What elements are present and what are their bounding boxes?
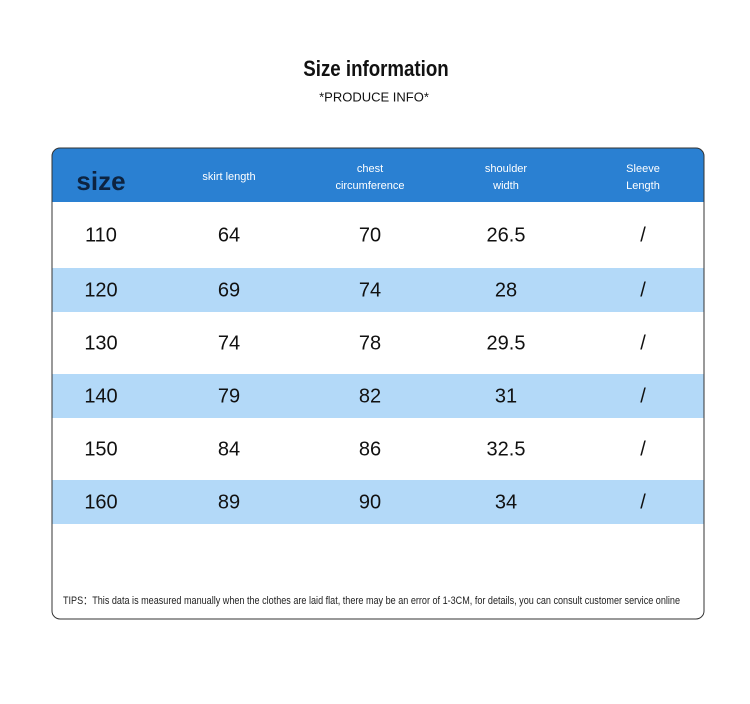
subtitle: *PRODUCE INFO*: [319, 89, 429, 104]
table-cell: 64: [218, 224, 240, 246]
row-band: [52, 480, 704, 524]
row-band: [52, 374, 704, 418]
column-header: Sleeve: [626, 163, 660, 175]
title: Size information: [303, 57, 448, 81]
table-cell: 74: [218, 332, 240, 354]
table-cell: 89: [218, 491, 240, 513]
header-band: [52, 148, 704, 202]
table-cell: 82: [359, 385, 381, 407]
table-cell: 74: [359, 279, 381, 301]
column-header: size: [76, 166, 125, 196]
table-cell: /: [640, 224, 646, 246]
column-header: circumference: [335, 180, 404, 192]
row-band: [52, 312, 704, 374]
table-cell: 70: [359, 224, 381, 246]
table-cell: 160: [84, 491, 117, 513]
table-cell: /: [640, 438, 646, 460]
table-cell: 78: [359, 332, 381, 354]
column-header: chest: [357, 163, 383, 175]
column-header: Length: [626, 180, 660, 192]
table-cell: 34: [495, 491, 517, 513]
row-band: [52, 202, 704, 268]
table-cell: 29.5: [487, 332, 526, 354]
tips: TIPS：This data is measured manually when…: [63, 595, 680, 607]
table-cell: 79: [218, 385, 240, 407]
table-cell: 26.5: [487, 224, 526, 246]
table-cell: 130: [84, 332, 117, 354]
table-cell: 86: [359, 438, 381, 460]
size-table: [52, 148, 704, 524]
table-cell: 110: [85, 224, 117, 246]
table-cell: /: [640, 279, 646, 301]
table-cell: 90: [359, 491, 381, 513]
table-border: [51, 147, 705, 620]
table-cell: 120: [84, 279, 117, 301]
table-cell: 150: [84, 438, 117, 460]
table-cell: 84: [218, 438, 240, 460]
table-cell: 69: [218, 279, 240, 301]
table-cell: 31: [495, 385, 517, 407]
column-header: shoulder: [485, 163, 528, 175]
table-cell: 32.5: [487, 438, 526, 460]
column-header: width: [492, 180, 519, 192]
row-band: [52, 418, 704, 480]
table-cell: 140: [84, 385, 117, 407]
table-cell: /: [640, 332, 646, 354]
table-cell: /: [640, 491, 646, 513]
row-band: [52, 268, 704, 312]
column-header: skirt length: [202, 171, 255, 183]
table-cell: /: [640, 385, 646, 407]
table-cell: 28: [495, 279, 517, 301]
